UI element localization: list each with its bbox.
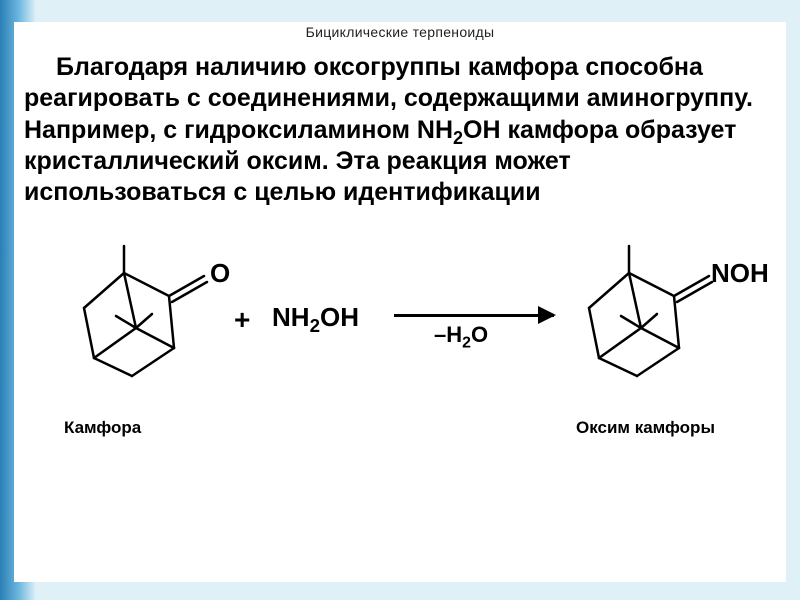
main-paragraph: Благодаря наличию оксогруппы камфора спо…	[14, 40, 786, 208]
reactant-label: Камфора	[64, 418, 141, 438]
camphor-structure: O	[54, 218, 234, 418]
product-label: Оксим камфоры	[576, 418, 715, 438]
plus-sign: +	[234, 304, 250, 336]
arrow-byproduct: –H2O	[434, 322, 488, 348]
camphor-oxime-structure: NOH	[559, 218, 779, 418]
oxime-noh-label: NOH	[711, 258, 769, 288]
reaction-arrow: –H2O	[394, 314, 554, 317]
ketone-o-label: O	[210, 258, 230, 288]
slide-title-truncated: Бициклические терпеноиды	[14, 24, 786, 40]
reaction-scheme: O + NH2OH –H2O NOH Камфора	[14, 218, 786, 478]
reagent-formula: NH2OH	[272, 302, 359, 333]
content-panel: Бициклические терпеноиды Благодаря налич…	[14, 22, 786, 582]
